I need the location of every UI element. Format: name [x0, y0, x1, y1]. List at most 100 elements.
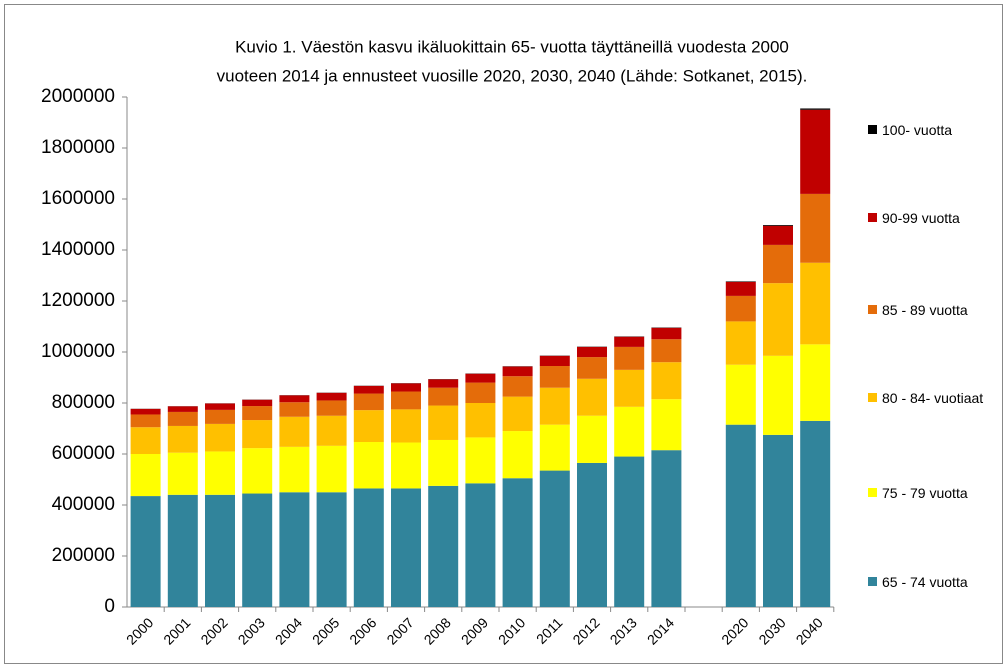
legend-label: 65 - 74 vuotta: [882, 574, 968, 590]
bar-segment: [651, 399, 682, 451]
y-tick-label: 200000: [52, 545, 115, 566]
x-tick-label: 2012: [569, 614, 602, 647]
bar-segment: [316, 415, 347, 446]
legend-label: 85 - 89 vuotta: [882, 302, 968, 318]
x-tick-label: 2008: [421, 614, 454, 647]
bar-segment: [242, 448, 273, 494]
bar-segment: [502, 376, 533, 397]
bar-segment: [614, 336, 645, 347]
y-tick-label: 1200000: [41, 290, 115, 311]
x-tick-label: 2014: [644, 614, 677, 647]
legend-label: 90-99 vuotta: [882, 210, 960, 226]
y-tick-label: 1000000: [41, 341, 115, 362]
x-tick-label: 2013: [607, 614, 640, 647]
bar-segment: [130, 454, 161, 497]
bar-segment: [763, 434, 793, 607]
x-tick-label: 2004: [272, 614, 305, 647]
bar-segment: [651, 362, 682, 400]
bar-segment: [279, 395, 310, 403]
bar-segment: [465, 373, 496, 383]
bar-segment: [391, 442, 421, 489]
bar-segment: [577, 462, 607, 607]
bar-segment: [651, 339, 682, 363]
y-tick-label: 600000: [52, 443, 115, 464]
bar-segment: [353, 442, 384, 489]
bar-segment: [465, 483, 496, 607]
y-tick-label: 400000: [52, 494, 115, 515]
bar-segment: [800, 193, 831, 263]
bar-segment: [242, 420, 273, 449]
legend-swatch: [868, 125, 877, 134]
x-tick-label: 2040: [793, 614, 826, 647]
bar-segment: [428, 439, 459, 486]
bar-segment: [205, 494, 235, 607]
bar-segment: [353, 410, 384, 443]
bar-segment: [577, 346, 607, 358]
x-tick-label: 2000: [123, 614, 156, 647]
y-tick-label: 2000000: [41, 86, 115, 107]
bar-segment: [577, 357, 607, 379]
legend-label: 100- vuotta: [882, 122, 953, 138]
bar-segment: [316, 392, 347, 401]
bar-segment: [167, 406, 198, 412]
bar-segment: [130, 408, 161, 415]
x-tick-label: 2020: [718, 614, 751, 647]
bar-segment: [205, 409, 235, 424]
bar-segment: [279, 402, 310, 417]
bar-segment: [391, 391, 421, 410]
bar-segment: [167, 494, 198, 607]
bar-segment: [725, 295, 756, 322]
bar-segment: [465, 382, 496, 403]
bar-segment: [502, 366, 533, 377]
bar-segment: [130, 427, 161, 454]
x-tick-label: 2009: [458, 614, 491, 647]
x-tick-label: 2002: [197, 614, 230, 647]
bar-segment: [279, 416, 310, 447]
bar-segment: [763, 244, 793, 284]
bar-segment: [279, 492, 310, 607]
x-tick-label: 2001: [160, 614, 193, 647]
bar-segment: [614, 456, 645, 607]
bar-segment: [725, 281, 756, 296]
chart-title: vuoteen 2014 ja ennusteet vuosille 2020,…: [217, 66, 808, 85]
bar-segment: [763, 355, 793, 435]
bar-segment: [763, 283, 793, 356]
bar-segment: [428, 485, 459, 607]
bar-segment: [130, 496, 161, 607]
x-tick-label: 2030: [755, 614, 788, 647]
bar-segment: [800, 420, 831, 607]
bar-segment: [242, 493, 273, 607]
bar-segment: [539, 424, 570, 471]
bar-segment: [763, 225, 793, 245]
bar-segment: [428, 405, 459, 440]
bar-segment: [651, 327, 682, 340]
x-tick-label: 2006: [346, 614, 379, 647]
bar-segment: [800, 109, 831, 194]
bar-segment: [800, 344, 831, 421]
bar-segment: [614, 369, 645, 407]
bar-segment: [167, 425, 198, 453]
legend-swatch: [868, 577, 877, 586]
y-tick-label: 1800000: [41, 137, 115, 158]
bar-segment: [502, 396, 533, 432]
bar-segment: [167, 411, 198, 426]
bar-segment: [539, 470, 570, 607]
bar-segment: [763, 225, 793, 226]
x-tick-label: 2005: [309, 614, 342, 647]
bar-segment: [502, 431, 533, 479]
x-tick-label: 2011: [533, 614, 566, 647]
bar-segment: [428, 387, 459, 406]
legend-label: 75 - 79 vuotta: [882, 485, 968, 501]
y-tick-label: 1400000: [41, 239, 115, 260]
legend-swatch: [868, 488, 877, 497]
bar-segment: [614, 346, 645, 370]
bar-segment: [316, 445, 347, 493]
y-tick-label: 1600000: [41, 188, 115, 209]
bar-segment: [167, 452, 198, 495]
bar-segment: [316, 492, 347, 607]
bar-segment: [539, 366, 570, 388]
bar-segment: [651, 450, 682, 607]
bar-segment: [577, 378, 607, 416]
